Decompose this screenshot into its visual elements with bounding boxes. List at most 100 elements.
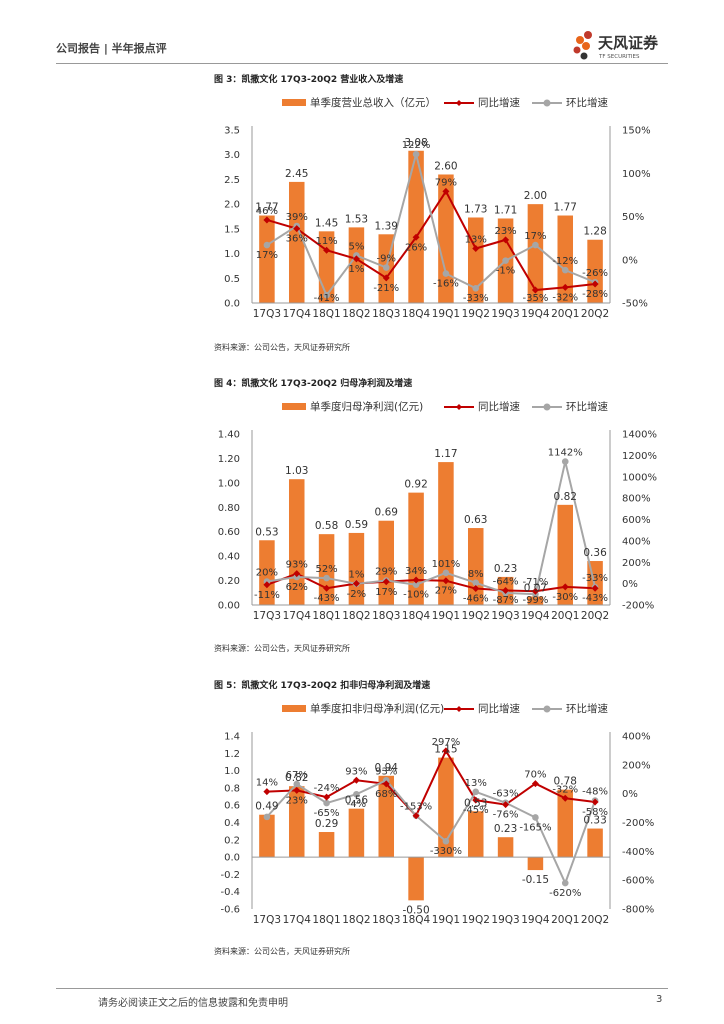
chart2-source: 资料来源：公司公告，天风证券研究所 xyxy=(214,644,350,653)
qoq-point xyxy=(442,270,450,277)
bar-value-label: 0.56 xyxy=(345,795,369,807)
x-tick-label: 20Q2 xyxy=(581,914,609,926)
legend-bar-swatch xyxy=(282,403,306,410)
bar xyxy=(527,204,544,303)
yoy-point xyxy=(502,236,510,244)
x-tick-label: 19Q4 xyxy=(521,308,550,320)
bar xyxy=(438,174,454,303)
y-tick-label: -0.4 xyxy=(220,887,240,898)
x-tick-label: 19Q1 xyxy=(432,914,460,926)
yoy-point xyxy=(531,286,539,294)
chart3-title: 图 5：凯撒文化 17Q3-20Q2 扣非归母净利润及增速 xyxy=(214,681,431,691)
yoy-point xyxy=(382,578,390,586)
y-tick-label: 0.2 xyxy=(224,835,240,846)
yoy-point xyxy=(442,747,450,755)
y-tick-label: 0.4 xyxy=(224,818,240,829)
yoy-value-label: 14% xyxy=(256,778,278,789)
qoq-value-label: 5% xyxy=(348,241,364,252)
page-number: 3 xyxy=(656,994,663,1005)
bar xyxy=(467,528,484,605)
y-tick-label: 0.80 xyxy=(218,503,240,514)
yoy-point xyxy=(502,801,510,809)
yoy-value-label: 68% xyxy=(375,789,397,800)
bar-value-label: 0.78 xyxy=(554,776,577,788)
qoq-value-label: 93% xyxy=(375,766,397,777)
yoy-point xyxy=(352,255,360,263)
yoy-point xyxy=(591,798,599,806)
qoq-value-label: -63% xyxy=(493,789,519,800)
yoy-value-label: 1% xyxy=(348,570,364,581)
yoy-value-label: -35% xyxy=(522,293,548,304)
y-tick-label: 1.4 xyxy=(224,732,240,743)
bar-value-label: 2.60 xyxy=(434,160,457,172)
qoq-point xyxy=(561,266,569,274)
yoy-value-label: 26% xyxy=(405,242,427,253)
y2-tick-label: 0% xyxy=(622,255,638,266)
qoq-point xyxy=(502,257,509,264)
bar-value-label: 0.33 xyxy=(583,815,606,827)
qoq-point xyxy=(323,799,330,807)
bar-value-label: 2.45 xyxy=(285,168,308,180)
x-tick-label: 17Q3 xyxy=(253,610,281,622)
yoy-value-label: 93% xyxy=(345,766,367,777)
chart2-net-profit: 单季度归母净利润(亿元) 同比增速 环比增速 0.00 0.20 0.40 0.60 0.80… xyxy=(218,400,657,622)
footer-divider xyxy=(56,988,668,989)
x-tick-label: 18Q1 xyxy=(312,914,340,926)
y2-tick-label: 150% xyxy=(622,126,651,137)
yoy-point xyxy=(293,570,301,578)
yoy-value-label: 36% xyxy=(286,234,308,245)
qoq-value-label: -620% xyxy=(549,888,581,899)
bar-value-label: 0.07 xyxy=(524,582,547,594)
header-divider xyxy=(56,63,668,64)
yoy-value-label: 23% xyxy=(494,226,516,237)
legend-yoy-label: 同比增速 xyxy=(478,96,520,109)
qoq-point xyxy=(561,458,569,465)
qoq-value-label: 62% xyxy=(286,582,308,593)
bar xyxy=(408,492,424,605)
yoy-value-label: -43% xyxy=(314,593,340,604)
qoq-value-label: 101% xyxy=(432,559,461,570)
bar xyxy=(467,217,484,303)
bar xyxy=(527,857,544,871)
legend-bar-label: 单季度营业总收入（亿元） xyxy=(310,96,436,109)
bar-value-label: 1.73 xyxy=(464,203,487,215)
qoq-value-label: 17% xyxy=(256,250,278,261)
bar-value-label: 1.77 xyxy=(554,202,577,214)
y-tick-label: 1.0 xyxy=(224,249,240,260)
yoy-point xyxy=(591,584,599,592)
legend-yoy-marker xyxy=(456,706,462,712)
x-tick-label: 18Q3 xyxy=(372,308,400,320)
y-tick-label: 0.8 xyxy=(224,783,240,794)
yoy-line xyxy=(266,748,596,818)
y-tick-label: -0.6 xyxy=(220,905,240,916)
y-tick-label: 1.2 xyxy=(224,749,240,760)
yoy-value-label: -76% xyxy=(493,810,519,821)
bar-value-label: -0.15 xyxy=(522,874,549,886)
qoq-value-label: -48% xyxy=(582,787,608,798)
yoy-point xyxy=(442,577,450,585)
bar xyxy=(557,789,574,858)
yoy-value-label: -32% xyxy=(552,784,578,795)
chart2-title: 图 4：凯撒文化 17Q3-20Q2 归母净利润及增速 xyxy=(214,379,413,389)
bar xyxy=(348,227,365,303)
x-tick-label: 18Q3 xyxy=(372,914,400,926)
yoy-point xyxy=(472,796,480,804)
bar-value-label: 0.92 xyxy=(404,479,427,491)
qoq-value-label: -4% xyxy=(347,799,366,810)
yoy-point xyxy=(412,812,420,820)
x-tick-label: 19Q1 xyxy=(432,610,460,622)
x-tick-label: 18Q1 xyxy=(312,308,340,320)
qoq-point xyxy=(323,574,330,582)
qoq-value-label: 17% xyxy=(524,231,546,242)
qoq-value-label: 52% xyxy=(315,564,337,575)
x-tick-label: 20Q2 xyxy=(581,308,609,320)
qoq-point xyxy=(472,788,480,796)
bar xyxy=(288,181,305,303)
y-tick-label: 3.5 xyxy=(224,126,240,137)
yoy-value-label: -71% xyxy=(522,577,548,588)
bar xyxy=(259,215,275,303)
bar-value-label: 0.82 xyxy=(554,491,577,503)
y2-tick-label: 200% xyxy=(622,558,651,569)
y2-tick-label: -200% xyxy=(622,818,654,829)
bar xyxy=(288,786,305,858)
